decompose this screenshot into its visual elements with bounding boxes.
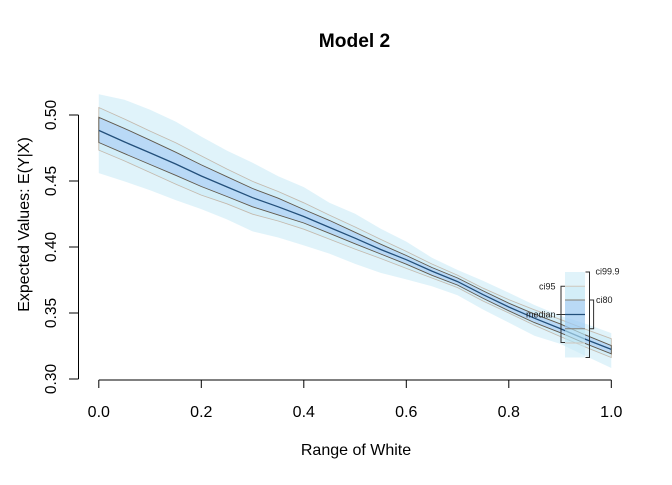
svg-text:0.4: 0.4 [293, 404, 315, 421]
svg-text:ci99.9: ci99.9 [596, 267, 620, 277]
svg-text:0.35: 0.35 [43, 298, 60, 328]
svg-text:Range of White: Range of White [301, 442, 411, 459]
svg-text:median: median [526, 310, 556, 320]
svg-text:ci80: ci80 [596, 295, 613, 305]
svg-text:0.40: 0.40 [43, 232, 60, 263]
svg-text:0.50: 0.50 [43, 100, 60, 131]
svg-text:0.8: 0.8 [498, 404, 520, 421]
svg-text:ci95: ci95 [539, 281, 556, 291]
svg-text:0.6: 0.6 [395, 404, 417, 421]
svg-text:0.30: 0.30 [43, 364, 60, 395]
svg-text:Expected Values: E(Y|X): Expected Values: E(Y|X) [16, 137, 33, 312]
svg-text:1.0: 1.0 [600, 404, 622, 421]
svg-text:Model 2: Model 2 [319, 31, 390, 52]
svg-text:0.0: 0.0 [88, 404, 110, 421]
svg-text:0.45: 0.45 [43, 166, 60, 196]
svg-text:0.2: 0.2 [190, 404, 212, 421]
